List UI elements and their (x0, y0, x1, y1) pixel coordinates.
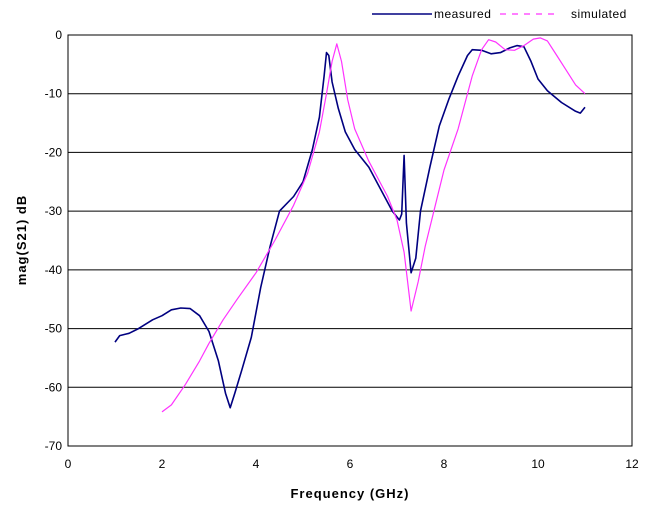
x-tick-label: 0 (65, 457, 72, 471)
x-tick-label: 2 (159, 457, 166, 471)
y-axis-title: mag(S21) dB (14, 195, 29, 285)
x-tick-label: 10 (531, 457, 545, 471)
y-tick-label: -10 (45, 87, 63, 101)
x-tick-label: 8 (441, 457, 448, 471)
series-layer (114, 37, 586, 413)
x-axis-title: Frequency (GHz) (290, 486, 409, 501)
gridlines (68, 93, 632, 388)
legend: measured simulated (372, 7, 627, 21)
legend-label-simulated: simulated (571, 7, 627, 21)
y-tick-labels: 0 -10 -20 -30 -40 -50 -60 -70 (45, 28, 63, 453)
y-tick-label: -40 (45, 263, 63, 277)
legend-label-measured: measured (434, 7, 491, 21)
y-tick-label: -30 (45, 204, 63, 218)
series-line-measured (114, 44, 586, 409)
x-tick-label: 4 (253, 457, 260, 471)
y-tick-label: -50 (45, 322, 63, 336)
y-tick-label: 0 (55, 28, 62, 42)
y-tick-label: -20 (45, 145, 63, 159)
x-tick-label: 12 (625, 457, 639, 471)
x-tick-label: 6 (347, 457, 354, 471)
plot-area-border (67, 34, 633, 447)
y-tick-label: -60 (45, 380, 63, 394)
series-line-simulated (161, 37, 586, 413)
x-tick-labels: 0 2 4 6 8 10 12 (65, 457, 639, 471)
y-tick-label: -70 (45, 439, 63, 453)
